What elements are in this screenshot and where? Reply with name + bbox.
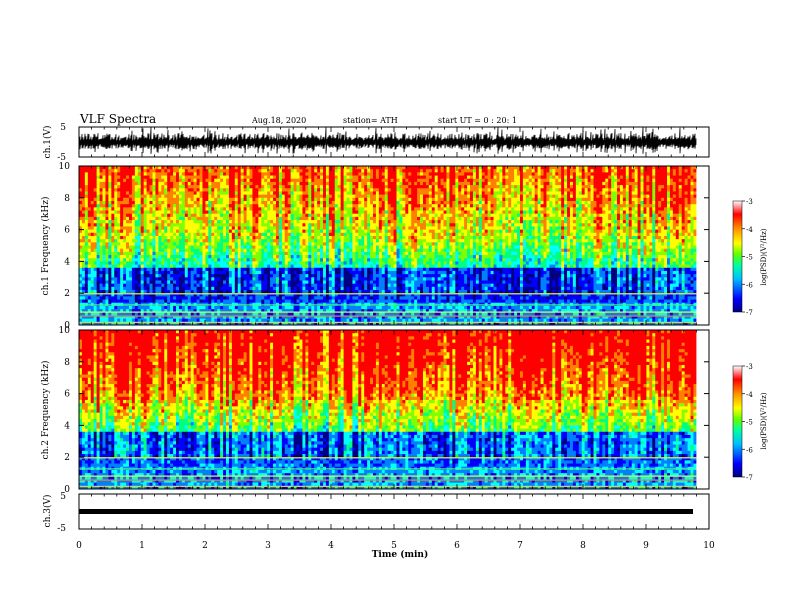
frequency-tick-label: 6 [64, 226, 70, 236]
ch1-spectrogram-image [79, 166, 709, 326]
colorbar-tick-label: -4 [746, 226, 753, 234]
time-tick-label: 4 [328, 541, 334, 551]
frequency-tick-label: 10 [59, 162, 71, 172]
ch2-colorbar [732, 365, 743, 478]
ch1-waveform-trace [78, 127, 697, 154]
ch1-ytick-top: 5 [60, 123, 66, 133]
colorbar-tick-label: -6 [746, 446, 753, 454]
frequency-tick-label: 2 [64, 289, 70, 299]
frequency-tick-label: 6 [64, 390, 70, 400]
frequency-tick-label: 8 [64, 358, 70, 368]
time-tick-label: 9 [643, 541, 649, 551]
frequency-tick-label: 0 [64, 321, 70, 331]
frequency-tick-label: 0 [64, 485, 70, 495]
time-tick-label: 0 [76, 541, 82, 551]
frequency-tick-label: 4 [64, 421, 70, 431]
colorbar-tick-label: -6 [746, 281, 753, 289]
colorbar-tick-label: -4 [746, 391, 753, 399]
ch3-ylabel: ch.3(V) [42, 495, 53, 528]
time-axis-tick-labels: 0 1 2 3 4 5 6 7 8 9 10 [76, 541, 715, 551]
time-tick-label: 2 [202, 541, 208, 551]
ch2-spectrogram-ylabel: ch.2 Frequency (kHz) [40, 361, 51, 460]
time-axis-ticks [78, 127, 710, 529]
frequency-tick-label: 2 [64, 453, 70, 463]
date-label: Aug.18, 2020 [252, 116, 306, 125]
frequency-tick-label: 10 [59, 326, 71, 336]
ch1-ytick-bottom: -5 [57, 153, 66, 163]
colorbar-tick-label: -7 [746, 309, 753, 317]
ch3-waveform-trace [79, 509, 693, 514]
start-time-label: start UT = 0 : 20: 1 [438, 116, 517, 125]
figure-title: VLF Spectra [80, 112, 156, 126]
colorbar-tick-label: -7 [746, 474, 753, 482]
ch3-ytick-top: 5 [60, 492, 66, 502]
ch1-colorbar [732, 200, 743, 313]
colorbar-tick-label: -3 [746, 198, 753, 206]
time-tick-label: 10 [703, 541, 715, 551]
time-axis-label: Time (min) [372, 549, 429, 560]
frequency-tick-label: 8 [64, 194, 70, 204]
colorbar-tick-label: -5 [746, 419, 753, 427]
time-tick-label: 8 [580, 541, 586, 551]
ch2-colorbar-label: log(PSD)(V²/Hz) [760, 392, 768, 449]
time-tick-label: 1 [139, 541, 145, 551]
frequency-tick-label: 4 [64, 257, 70, 267]
ch1-ylabel: ch.1(V) [42, 126, 53, 159]
time-tick-label: 6 [454, 541, 460, 551]
ch1-spectrogram-ylabel: ch.1 Frequency (kHz) [40, 197, 51, 296]
station-label: station= ATH [343, 116, 398, 125]
time-tick-label: 5 [391, 541, 397, 551]
ch3-ytick-bottom: -5 [57, 524, 66, 534]
time-tick-label: 3 [265, 541, 271, 551]
ch2-spectrogram-image [79, 330, 709, 490]
ch3-waveform-panel: 5 -5 ch.3(V) [42, 492, 710, 534]
time-tick-label: 7 [517, 541, 523, 551]
colorbar-tick-label: -3 [746, 363, 753, 371]
colorbar-tick-label: -5 [746, 254, 753, 262]
ch1-colorbar-label: log(PSD)(V²/Hz) [760, 228, 768, 285]
